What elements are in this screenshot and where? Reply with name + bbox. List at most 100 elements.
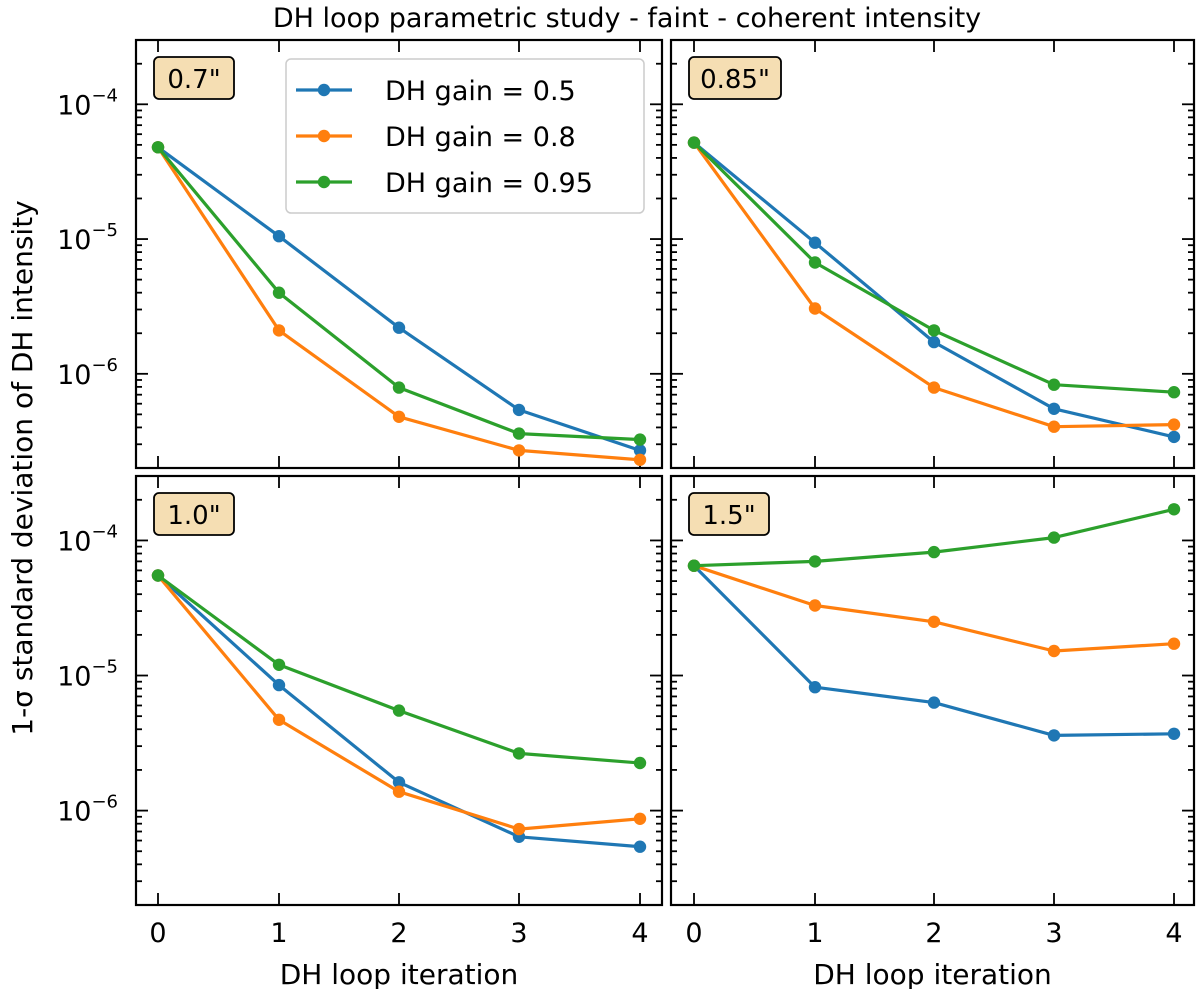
- y-tick-base: 10: [57, 662, 91, 693]
- data-point: [512, 427, 526, 440]
- data-point: [808, 555, 822, 568]
- series-1: [151, 141, 647, 466]
- legend-label: DH gain = 0.95: [385, 168, 593, 199]
- y-tick-exponent: −4: [91, 521, 118, 542]
- data-point: [272, 324, 286, 337]
- data-point: [927, 335, 941, 349]
- annotation-text: 0.85": [700, 65, 770, 95]
- x-tick-label: 1: [270, 918, 287, 949]
- data-point: [1167, 430, 1181, 444]
- annotation-text: 1.5": [702, 501, 755, 531]
- data-point: [633, 840, 647, 853]
- series-line: [157, 574, 641, 765]
- data-point: [633, 433, 647, 446]
- data-point: [512, 747, 526, 760]
- chart-panels: 10−410−510−60.7" DH gain = 0.5DH gain = 0…: [57, 38, 1196, 989]
- x-axis-label: DH loop iteration: [280, 958, 519, 989]
- data-point: [633, 756, 647, 770]
- y-tick-exponent: −4: [91, 85, 118, 106]
- x-axis-label: DH loop iteration: [813, 958, 1052, 989]
- data-point: [1047, 729, 1061, 742]
- annotation-badge: [153, 492, 235, 536]
- legend-marker: [317, 129, 331, 143]
- annotation-text: 0.7": [167, 65, 220, 95]
- axes-frame: [669, 38, 1196, 470]
- data-point: [808, 236, 822, 249]
- chart-panel-top-right: 0.85": [669, 38, 1196, 470]
- x-tick-label: 4: [1165, 918, 1182, 949]
- x-tick-label: 2: [925, 918, 942, 949]
- y-tick-label: 10−6: [57, 792, 118, 828]
- annotation-badge: [688, 492, 770, 536]
- y-tick-label: 10−5: [57, 220, 118, 256]
- legend-box: [285, 58, 645, 214]
- data-point: [808, 599, 822, 612]
- data-point: [1167, 418, 1181, 431]
- x-tick-label: 3: [510, 918, 527, 949]
- data-point: [633, 444, 647, 457]
- data-point: [1047, 402, 1061, 415]
- data-point: [1047, 531, 1061, 544]
- y-tick-exponent: −6: [91, 792, 118, 813]
- data-point: [151, 569, 165, 582]
- data-point: [927, 545, 941, 559]
- y-tick-base: 10: [57, 225, 91, 256]
- annotation-badge: [688, 56, 782, 100]
- x-tick-label: 3: [1045, 918, 1062, 949]
- series-1: [687, 136, 1181, 433]
- y-tick-label: 10−6: [57, 355, 118, 391]
- data-point: [1167, 637, 1181, 650]
- data-point: [927, 324, 941, 337]
- legend-marker: [317, 83, 331, 97]
- annotation-text: 1.0": [167, 501, 220, 531]
- series-2: [151, 569, 647, 770]
- series-0: [687, 136, 1181, 444]
- legend-marker: [317, 175, 331, 189]
- data-point: [927, 381, 941, 394]
- series-1: [687, 559, 1181, 658]
- data-point: [272, 678, 286, 692]
- y-tick-label: 10−4: [57, 85, 118, 121]
- figure-title: DH loop parametric study - faint - coher…: [273, 3, 981, 34]
- y-tick-exponent: −6: [91, 355, 118, 376]
- data-point: [1167, 503, 1181, 516]
- y-tick-exponent: −5: [91, 220, 118, 241]
- data-point: [151, 141, 165, 154]
- data-point: [512, 444, 526, 457]
- legend-label: DH gain = 0.8: [385, 122, 576, 153]
- y-tick-label: 10−5: [57, 657, 118, 693]
- x-tick-label: 1: [806, 918, 823, 949]
- axes-frame: [669, 474, 1196, 907]
- data-point: [392, 704, 406, 717]
- series-2: [687, 136, 1181, 399]
- data-point: [392, 321, 406, 334]
- data-point: [392, 381, 406, 394]
- data-point: [1047, 378, 1061, 391]
- y-tick-base: 10: [57, 360, 91, 391]
- legend-label: DH gain = 0.5: [385, 76, 576, 107]
- series-2: [687, 503, 1181, 572]
- data-point: [392, 776, 406, 789]
- annotation-badge: [153, 56, 235, 100]
- series-line: [692, 141, 1175, 394]
- data-point: [808, 681, 822, 694]
- data-point: [512, 403, 526, 417]
- data-point: [687, 559, 701, 572]
- legend: DH gain = 0.5 DH gain = 0.8 DH gain = 0.95: [285, 58, 645, 214]
- data-point: [392, 785, 406, 798]
- chart-panel-top-left: 10−410−510−60.7" DH gain = 0.5DH gain = 0…: [57, 38, 664, 470]
- data-point: [808, 256, 822, 269]
- data-point: [1047, 644, 1061, 658]
- data-point: [272, 286, 286, 299]
- data-point: [927, 696, 941, 709]
- data-point: [1167, 727, 1181, 740]
- x-tick-label: 2: [390, 918, 407, 949]
- x-tick-label: 4: [631, 918, 648, 949]
- data-point: [272, 230, 286, 243]
- y-tick-base: 10: [57, 90, 91, 121]
- data-point: [1167, 386, 1181, 399]
- chart-panel-bottom-right: 0 1 2 3 4 DH loop iteration 1.5": [669, 474, 1196, 989]
- data-point: [512, 822, 526, 836]
